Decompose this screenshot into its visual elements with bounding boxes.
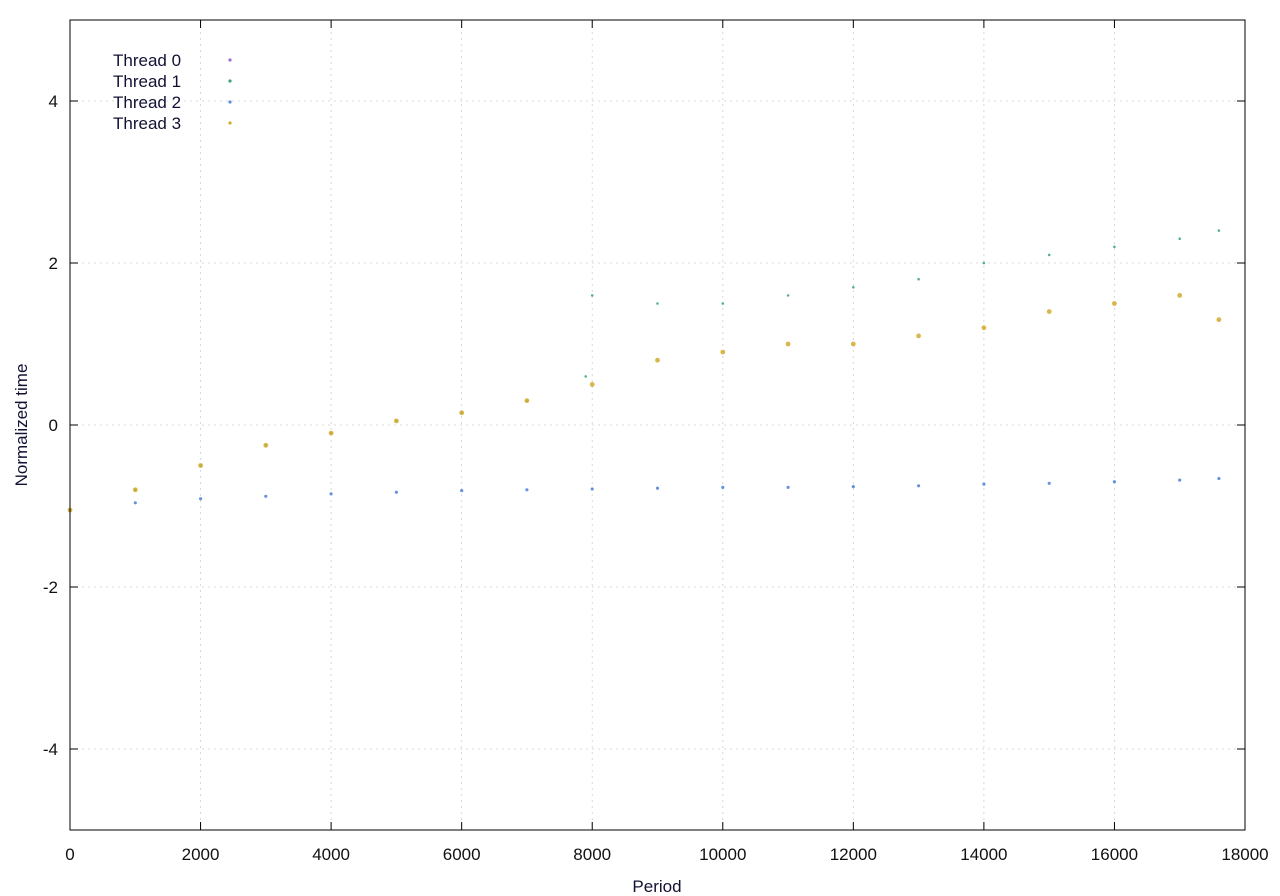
data-point [1047,481,1051,485]
x-tick-label: 6000 [443,845,481,864]
data-point [1177,293,1183,298]
legend-label: Thread 1 [113,72,181,91]
x-tick-label: 4000 [312,845,350,864]
data-point [198,463,204,468]
data-point [460,489,464,493]
data-point [589,382,595,387]
data-point [720,349,726,355]
data-point [132,487,138,493]
data-point [328,430,334,436]
data-point [133,501,137,505]
axis-ticks [69,20,1246,830]
data-point [584,375,587,378]
data-point [982,261,986,265]
data-point [786,485,790,489]
series-2-points [133,476,1221,505]
y-tick-label: 0 [49,416,58,435]
data-point [329,492,333,496]
legend-label: Thread 3 [113,114,181,133]
x-tick-label: 8000 [573,845,611,864]
data-point [850,341,856,347]
y-tick-label: -2 [43,578,58,597]
plot-frame [69,19,1246,831]
legend-label: Thread 2 [113,93,181,112]
data-point [1047,253,1051,257]
data-point [1178,237,1181,240]
series-1-points [68,229,1221,512]
legend-marker [228,58,232,62]
data-point [917,277,920,281]
data-point [916,333,921,339]
x-axis-title: Period [632,877,681,896]
data-point [1216,317,1222,323]
data-point [1217,476,1221,481]
data-point [917,484,921,488]
data-point [785,341,791,347]
data-point [1112,301,1117,306]
grid [70,20,1245,830]
x-tick-label: 10000 [699,845,746,864]
data-point [655,486,660,490]
data-point [1178,478,1182,482]
data-point [1217,229,1221,232]
legend-label: Thread 0 [113,51,181,70]
x-tick-label: 18000 [1221,845,1268,864]
data-point [263,442,269,448]
data-point [981,325,987,331]
data-point [786,294,790,297]
legend-marker [228,121,232,125]
x-tick-label: 14000 [960,845,1007,864]
data-point [590,487,594,491]
legend-marker [228,100,232,104]
y-axis-title: Normalized time [12,364,31,487]
legend: Thread 0 Thread 1 Thread 2 Thread 3 [113,51,232,133]
y-tick-label: 4 [49,92,58,111]
data-points [67,229,1222,513]
data-point [1046,309,1052,314]
y-tick-label: -4 [43,740,58,759]
x-tick-label: 12000 [830,845,877,864]
data-point [394,490,398,494]
x-tick-label: 16000 [1091,845,1138,864]
y-tick-label: 2 [49,254,58,273]
data-point [264,494,268,498]
data-point [199,497,203,501]
data-point [1113,245,1116,249]
data-point [656,302,659,305]
data-point [394,418,399,424]
data-point [459,410,465,416]
data-point [721,302,725,305]
data-point [851,485,855,489]
tick-labels: 0 2000 4000 6000 8000 10000 12000 14000 16000 180… [43,92,1269,864]
data-point [721,485,725,489]
legend-marker [228,79,232,83]
data-point [525,488,529,492]
series-3-points [67,293,1222,513]
data-point [982,482,986,486]
x-tick-label: 0 [65,845,74,864]
data-point [524,398,530,404]
data-point [655,357,660,363]
series-0-points [134,477,1221,505]
data-point [852,286,855,289]
x-tick-label: 2000 [182,845,220,864]
data-point [1112,480,1116,484]
data-point [590,294,594,297]
